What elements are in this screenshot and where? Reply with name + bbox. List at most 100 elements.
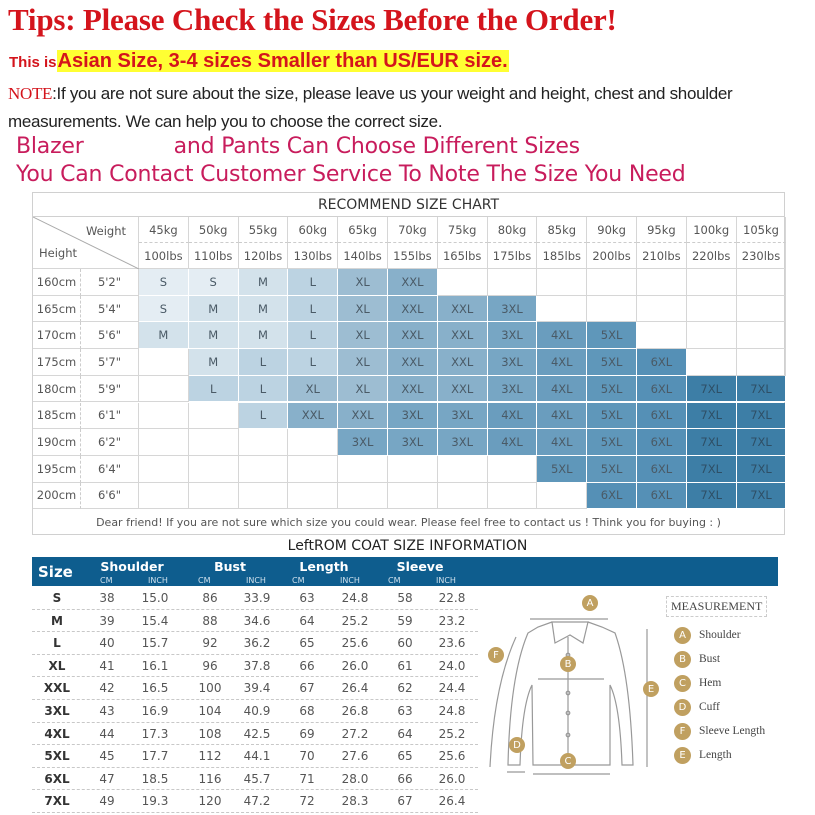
size-cell: XL (338, 322, 388, 350)
size-cell (437, 482, 488, 510)
size-cell: 7XL (736, 375, 787, 403)
measurement-value: 15.7 (141, 636, 169, 651)
legend-marker-b-icon: B (674, 650, 691, 668)
size-cell (686, 269, 737, 296)
legend-marker-d-icon: D (674, 698, 691, 716)
size-cell: 5XL (537, 455, 588, 483)
size-cell (188, 429, 239, 456)
size-cell: XXL (288, 402, 339, 430)
measurement-value: 45.7 (243, 771, 271, 786)
size-cell: 3XL (388, 429, 438, 456)
size-cell: 5XL (587, 402, 637, 430)
unit-cm: CM (198, 576, 211, 585)
unit-cm: CM (388, 576, 401, 585)
measurement-value: 68 (299, 704, 315, 718)
coat-table-title: LeftROM COAT SIZE INFORMATION (287, 538, 528, 554)
measurement-value: 44 (99, 726, 115, 741)
size-cell: XL (338, 349, 388, 376)
weight-lbs-header: 130lbs (288, 243, 339, 269)
pants-text: and Pants Can Choose Different Sizes (173, 134, 581, 159)
size-cell (587, 295, 637, 323)
size-cell (139, 402, 189, 430)
measurement-value: 66 (299, 658, 315, 673)
height-ft: 5'4" (81, 295, 139, 323)
measurement-value: 17.3 (141, 726, 169, 741)
asian-highlight: Asian Size, 3-4 sizes Smaller than US/EU… (56, 50, 509, 72)
height-ft: 6'2" (81, 429, 139, 456)
measurement-value: 104 (198, 704, 222, 718)
note-line-2: measurements. We can help you to choose … (8, 112, 443, 131)
size-cell (437, 455, 488, 483)
size-label: XL (48, 658, 66, 673)
height-ft: 6'4" (81, 455, 139, 483)
measurement-value: 26.4 (341, 681, 369, 696)
size-label: S (52, 591, 62, 605)
weight-kg-header: 90kg (587, 217, 637, 243)
size-cell (487, 269, 538, 296)
size-cell: 3XL (437, 429, 488, 456)
size-cell (587, 269, 637, 296)
legend-marker-e-icon: E (674, 746, 691, 764)
legend-marker-f-icon: F (674, 722, 691, 740)
weight-kg-header: 60kg (288, 217, 339, 243)
legend-item: F Sleeve Length (674, 722, 765, 740)
measurement-value: 92 (202, 636, 218, 651)
size-cell (188, 455, 239, 483)
size-cell: L (288, 295, 339, 323)
size-cell: XL (288, 375, 339, 403)
size-cell: 6XL (637, 402, 687, 430)
size-cell: 3XL (388, 402, 438, 430)
measurement-value: 72 (299, 794, 315, 809)
size-cell: L (288, 269, 339, 296)
size-cell (139, 455, 189, 483)
measurement-value: 40 (99, 636, 115, 651)
coat-table-row: XXL 42 16.5 100 39.4 67 26.4 62 24.4 (32, 677, 478, 700)
measurement-value: 40.9 (243, 704, 271, 718)
height-cm: 180cm (33, 375, 81, 403)
measurement-value: 67 (397, 794, 413, 809)
weight-lbs-header: 185lbs (537, 243, 588, 269)
size-cell: 4XL (537, 375, 588, 403)
height-cm: 170cm (33, 322, 81, 350)
coat-table-header: Size Shoulder CM INCH Bust CM INCH Length CM INCH… (32, 557, 778, 586)
coat-table-row: S 38 15.0 86 33.9 63 24.8 58 22.8 (32, 587, 478, 610)
size-cell: 3XL (338, 429, 388, 456)
size-cell: 7XL (686, 482, 737, 510)
weight-kg-header: 70kg (388, 217, 438, 243)
measurement-value: 42.5 (243, 726, 271, 741)
measurement-value: 59 (397, 613, 413, 628)
measurement-value: 45 (99, 749, 115, 764)
size-cell: 6XL (637, 429, 687, 456)
size-cell: XXL (437, 375, 488, 403)
marker-d-icon: D (509, 737, 525, 753)
size-cell: 3XL (437, 402, 488, 430)
size-cell: 7XL (686, 455, 737, 483)
size-cell (637, 269, 687, 296)
size-cell: S (188, 269, 239, 296)
unit-inch: INCH (148, 576, 168, 585)
coat-table-row: L 40 15.7 92 36.2 65 25.6 60 23.6 (32, 632, 478, 655)
coat-table-row: XL 41 16.1 96 37.8 66 26.0 61 24.0 (32, 655, 478, 678)
measurement-value: 61 (397, 658, 413, 673)
size-cell: 6XL (637, 455, 687, 483)
legend-label: Shoulder (699, 629, 741, 641)
measurement-value: 24.4 (438, 681, 466, 696)
measurement-value: 62 (397, 681, 413, 696)
size-label: 5XL (44, 749, 70, 764)
size-label: 3XL (44, 704, 70, 718)
measurement-value: 58 (397, 591, 413, 605)
size-cell: XL (338, 295, 388, 323)
size-label: XXL (43, 681, 71, 696)
weight-kg-header: 105kg (736, 217, 787, 243)
weight-lbs-header: 110lbs (188, 243, 239, 269)
measurement-value: 43 (99, 704, 115, 718)
weight-kg-header: 65kg (338, 217, 388, 243)
size-cell: L (288, 322, 339, 350)
height-ft: 6'6" (81, 482, 139, 510)
weight-lbs-header: 220lbs (686, 243, 737, 269)
size-cell (288, 429, 339, 456)
size-cell: XXL (437, 349, 488, 376)
size-label: 7XL (44, 794, 70, 809)
measurement-value: 25.2 (438, 726, 466, 741)
measurement-value: 63 (299, 591, 315, 605)
